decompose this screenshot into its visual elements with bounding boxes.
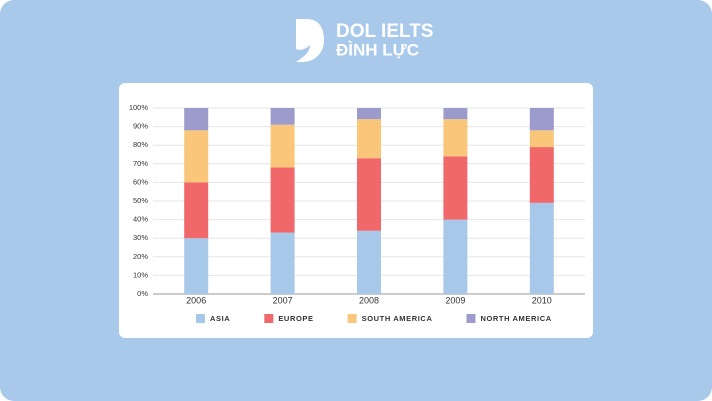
bar-segment (529, 202, 554, 294)
bar-segment (270, 108, 295, 125)
bar-segment (357, 158, 381, 231)
y-tick-label: 40% (133, 215, 148, 224)
bar-segment (443, 219, 468, 294)
y-tick-label: 60% (133, 177, 148, 186)
bar-segment (443, 108, 468, 120)
y-tick-label: 70% (133, 159, 148, 168)
y-tick-label: 80% (133, 140, 148, 149)
bar-segment (184, 108, 209, 131)
legend-swatch (347, 314, 357, 323)
legend-label: SOUTH AMERICA (362, 314, 433, 323)
legend-swatch (466, 314, 476, 323)
legend-label: EUROPE (278, 314, 313, 323)
x-tick-label: 2010 (532, 295, 552, 305)
bar-segment (443, 119, 468, 157)
brand: DOL IELTS (336, 21, 433, 42)
legend-label: ASIA (210, 314, 230, 323)
bar-segment (270, 232, 295, 294)
x-tick-label: 2009 (445, 295, 465, 305)
legend-swatch (196, 314, 205, 323)
chart-card (119, 83, 593, 338)
bar-segment (357, 119, 381, 159)
x-tick-label: 2006 (186, 295, 206, 305)
chart: 0% 10% 20% 30% 40% 50% 60% 70% 80% 90% 100% 2006 200… (129, 103, 585, 323)
x-tick-label: 2007 (273, 295, 293, 305)
bar-segment (529, 108, 554, 131)
bar-segment (529, 130, 554, 148)
bar-segment (357, 230, 381, 294)
y-tick-label: 0% (137, 289, 148, 298)
y-tick-label: 10% (133, 270, 148, 279)
bar-segment (270, 124, 295, 168)
y-tick-label: 30% (133, 233, 148, 242)
brand-subtitle: ĐÌNH LỰC (336, 40, 419, 59)
y-tick-label: 90% (133, 122, 148, 131)
bar-segment (529, 147, 554, 203)
legend-swatch (264, 314, 274, 323)
x-tick-label: 2008 (359, 295, 379, 305)
y-tick-label: 20% (133, 252, 148, 261)
logo-icon (296, 19, 324, 62)
bar-segment (184, 130, 209, 183)
y-tick-label: 100% (129, 103, 149, 112)
bar-segment (443, 156, 468, 220)
legend-label: NORTH AMERICA (480, 314, 551, 323)
bar-segment (270, 167, 295, 233)
bar-segment (357, 108, 381, 120)
bar-segment (184, 182, 209, 239)
y-tick-label: 50% (133, 196, 148, 205)
bar-segment (184, 238, 209, 294)
